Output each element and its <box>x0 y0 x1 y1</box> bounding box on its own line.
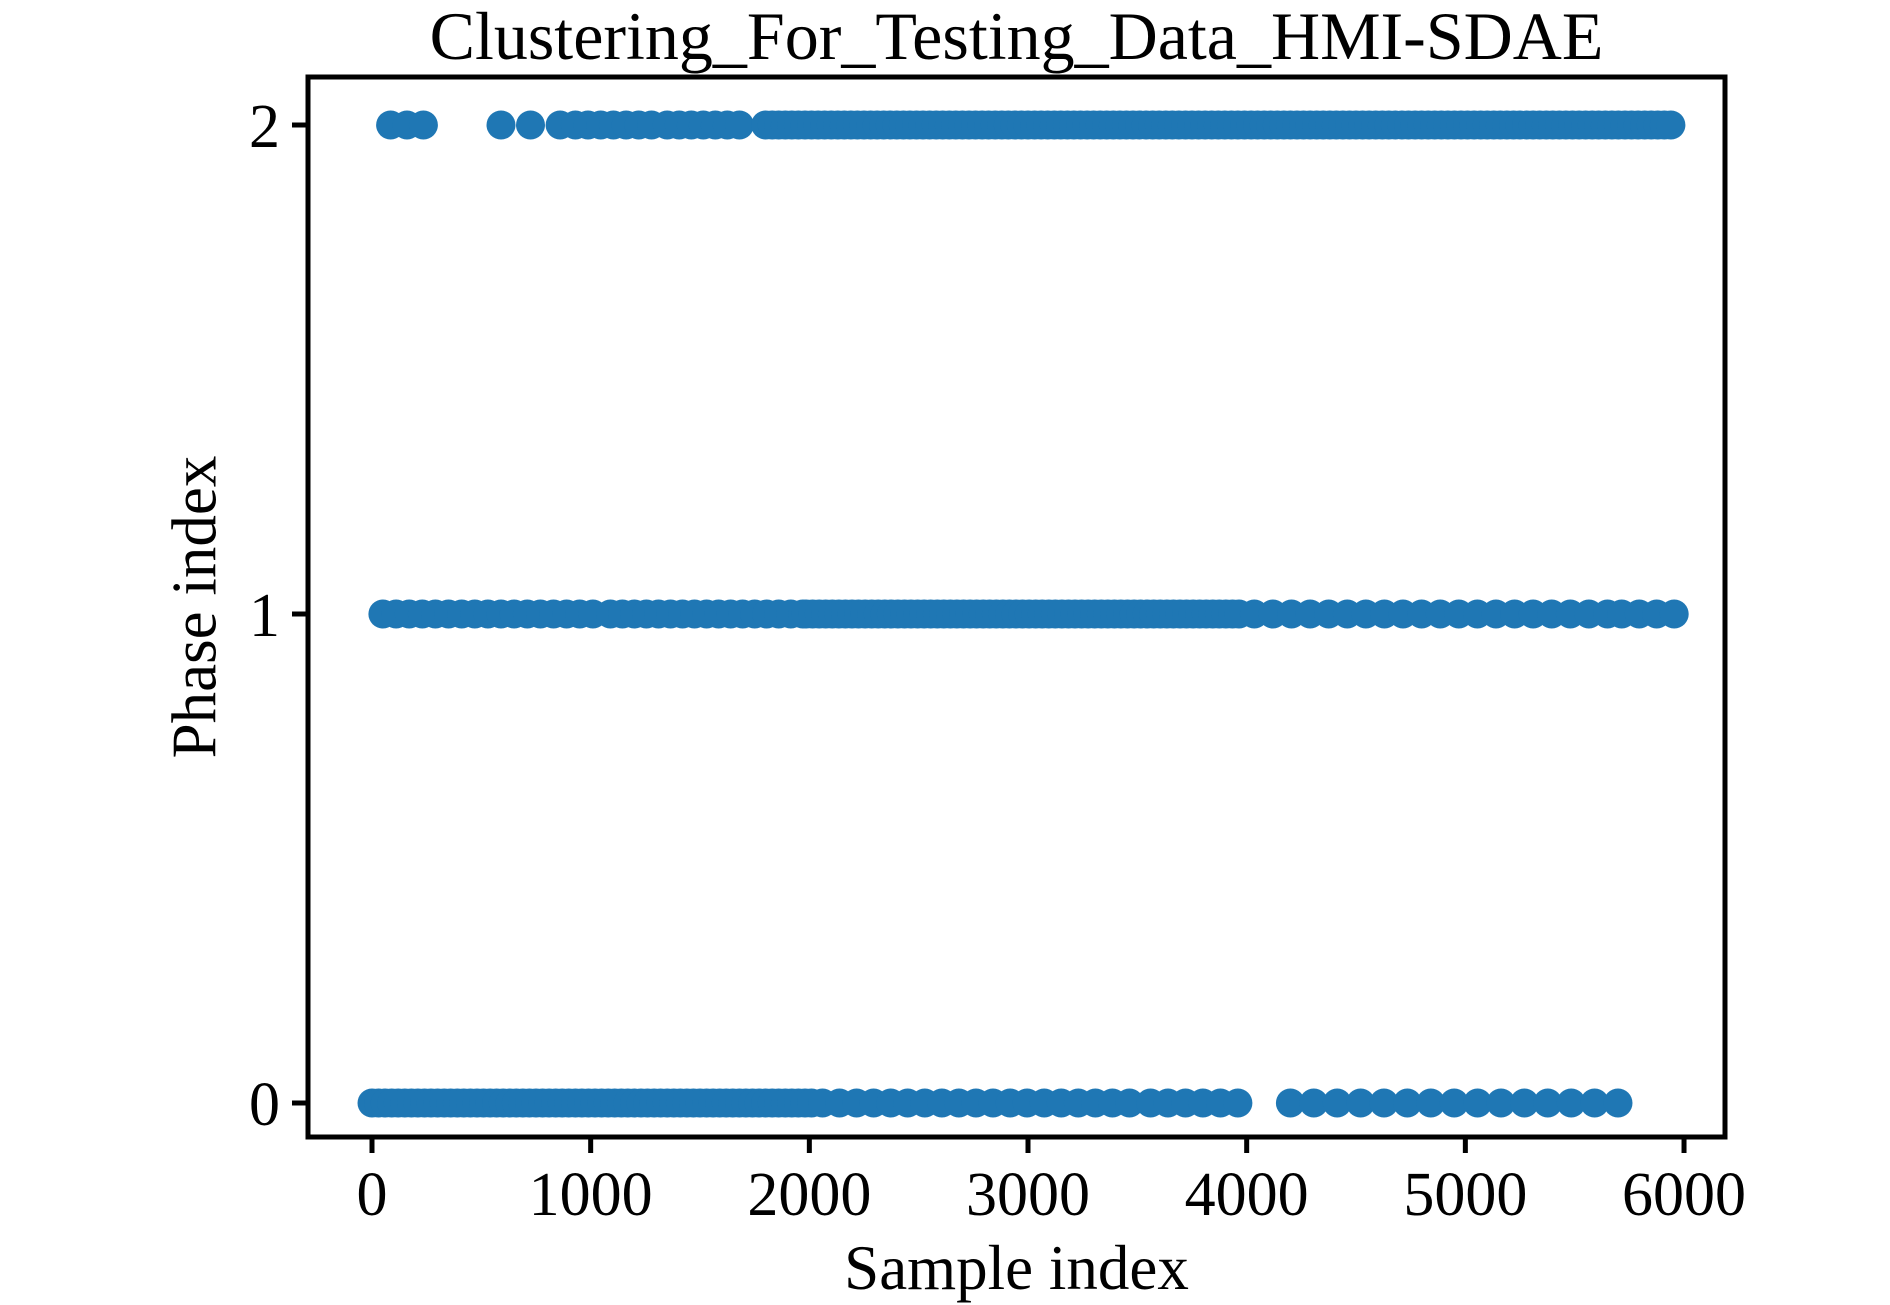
data-point <box>1416 1088 1446 1118</box>
data-point <box>1223 1088 1253 1118</box>
data-point <box>1603 1088 1633 1118</box>
data-point <box>1346 1088 1376 1118</box>
data-point <box>1556 1088 1586 1118</box>
x-tick-label: 1000 <box>529 1161 653 1229</box>
phase-2-points <box>376 110 1686 140</box>
data-point <box>724 110 754 140</box>
data-point <box>1322 1088 1352 1118</box>
y-tick-label: 0 <box>249 1071 280 1139</box>
data-point <box>1486 1088 1516 1118</box>
data-point <box>1509 1088 1539 1118</box>
y-tick-label: 1 <box>249 582 280 650</box>
x-tick-label: 6000 <box>1622 1161 1746 1229</box>
data-point <box>1439 1088 1469 1118</box>
data-point <box>1115 1088 1144 1118</box>
data-point <box>1369 1088 1399 1118</box>
data-point <box>1533 1088 1563 1118</box>
data-point <box>1463 1088 1493 1118</box>
data-point <box>1656 110 1686 140</box>
x-tick-label: 3000 <box>966 1161 1090 1229</box>
x-tick-label: 2000 <box>747 1161 871 1229</box>
data-point <box>516 110 545 140</box>
chart-title: Clustering_For_Testing_Data_HMI-SDAE <box>429 0 1604 74</box>
data-point <box>1275 1088 1305 1118</box>
data-point <box>1659 599 1689 629</box>
x-tick-label: 5000 <box>1403 1161 1527 1229</box>
phase-1-points <box>368 599 1689 629</box>
data-point <box>1580 1088 1610 1118</box>
data-point <box>1299 1088 1329 1118</box>
y-tick-label: 2 <box>249 93 280 161</box>
x-tick-label: 4000 <box>1185 1161 1309 1229</box>
phase-0-points <box>357 1088 1633 1118</box>
x-tick-label: 0 <box>357 1161 388 1229</box>
data-point <box>1392 1088 1422 1118</box>
x-axis-label: Sample index <box>844 1233 1189 1303</box>
plot-border <box>305 74 1728 1140</box>
data-point <box>408 110 438 140</box>
data-point <box>486 110 516 140</box>
